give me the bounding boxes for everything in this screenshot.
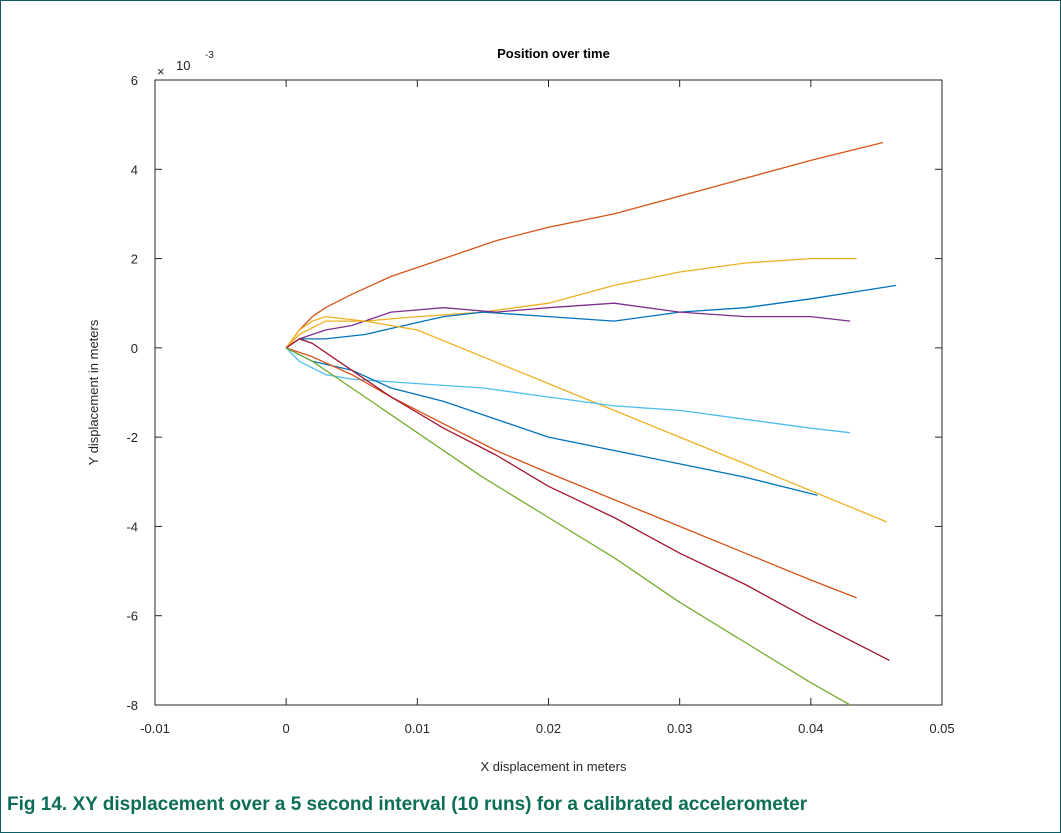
x-tick-label: 0.05: [929, 721, 954, 736]
exponent-times-sign: ×: [157, 64, 165, 79]
x-tick-label: 0.01: [405, 721, 430, 736]
y-axis-label: Y displacement in meters: [86, 319, 101, 465]
y-tick-label: 6: [131, 73, 138, 88]
series-line-8: [286, 348, 857, 598]
y-tick-label: 0: [131, 341, 138, 356]
series-line-7: [286, 348, 817, 495]
exponent-base: 10: [176, 58, 190, 73]
x-tick-label: 0.03: [667, 721, 692, 736]
series-line-10: [286, 348, 850, 705]
line-chart: -0.01 0 0.01 0.02 0.03 0.04 0.05 -8-6-4-20246 …: [0, 0, 1061, 790]
chart-title: Position over time: [497, 46, 610, 61]
x-axis-label: X displacement in meters: [481, 759, 627, 774]
y-tick-labels: -8 -6 -4 -2 0 2 4 6: [126, 73, 138, 713]
y-tick-label: -2: [126, 430, 138, 445]
series-lines: [286, 143, 896, 706]
series-line-5: [286, 321, 887, 522]
plot-area-border: [155, 80, 942, 705]
exponent-power: -3: [205, 50, 214, 61]
x-tick-labels: -0.01 0 0.01 0.02 0.03 0.04 0.05: [140, 721, 954, 736]
series-line-2: [286, 259, 857, 348]
figure-caption: Fig 14. XY displacement over a 5 second …: [7, 794, 1057, 816]
y-tick-label: -6: [126, 609, 138, 624]
plot-box: [155, 80, 942, 705]
series-line-6: [286, 348, 850, 433]
x-tick-label: 0.02: [536, 721, 561, 736]
series-line-9: [286, 339, 889, 661]
axis-ticks: [155, 80, 942, 705]
y-tick-label: -8: [126, 698, 138, 713]
y-tick-label: -4: [126, 519, 138, 534]
y-tick-label: 2: [131, 252, 138, 267]
x-tick-label: -0.01: [140, 721, 170, 736]
y-axis-exponent: × 10 -3: [157, 50, 214, 79]
x-tick-label: 0: [283, 721, 290, 736]
series-line-4: [286, 303, 850, 348]
x-tick-label: 0.04: [798, 721, 823, 736]
y-tick-label: 4: [131, 162, 138, 177]
